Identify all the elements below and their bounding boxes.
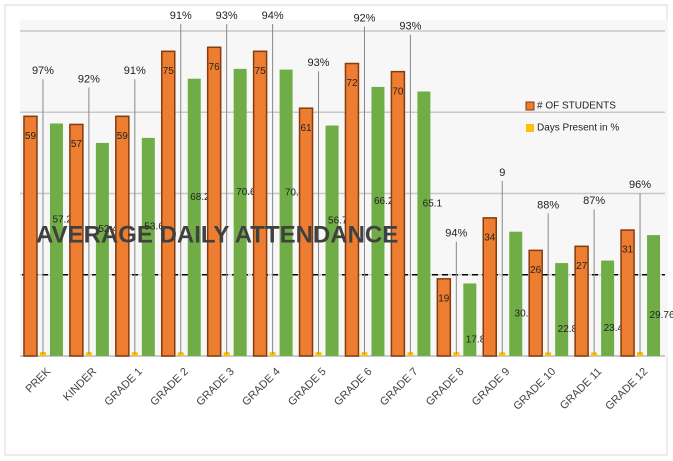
data-label: 97% <box>32 65 54 77</box>
data-label: 61 <box>300 123 312 134</box>
bar <box>453 352 460 356</box>
data-label: 94% <box>445 228 467 240</box>
data-label: 26 <box>530 265 542 276</box>
data-label: 53.69 <box>144 222 169 233</box>
data-label: 88% <box>537 199 559 211</box>
data-label: 93% <box>216 10 238 22</box>
data-label: 94% <box>262 10 284 22</box>
bar <box>417 91 431 356</box>
bar <box>371 86 385 357</box>
data-label: 9 <box>499 167 505 179</box>
bar <box>325 125 339 356</box>
data-label: 93% <box>308 57 330 69</box>
bar <box>407 352 414 356</box>
data-label: 96% <box>629 179 651 191</box>
bar <box>601 260 615 356</box>
bar <box>187 78 201 356</box>
bar <box>177 352 184 356</box>
data-label: 56.73 <box>328 215 353 226</box>
data-label: 75 <box>163 66 175 77</box>
bar <box>555 263 569 356</box>
legend-label: Days Present in % <box>537 123 619 134</box>
bar <box>223 352 230 356</box>
bar <box>591 352 598 356</box>
bar <box>499 352 506 356</box>
bar <box>69 123 84 357</box>
legend-swatch <box>526 124 534 132</box>
data-label: 66.24 <box>374 196 399 207</box>
data-label: 57.23 <box>52 214 77 225</box>
bar <box>161 50 176 357</box>
data-label: 91% <box>124 65 146 77</box>
data-label: 19 <box>438 293 450 304</box>
bar <box>361 352 368 356</box>
data-label: 68.25 <box>190 192 215 203</box>
bar <box>390 70 406 357</box>
bar <box>95 142 109 356</box>
bar <box>620 229 635 357</box>
bar <box>39 352 46 356</box>
bar <box>23 115 38 357</box>
bar <box>574 245 589 357</box>
data-label: 70 <box>392 86 404 97</box>
data-label: 65.1 <box>423 198 443 209</box>
data-label: 93% <box>399 21 421 33</box>
bar <box>49 123 63 356</box>
data-label: 75 <box>255 66 267 77</box>
data-label: 70.5 <box>285 187 305 198</box>
bar <box>85 352 92 356</box>
data-label: 76 <box>209 62 221 73</box>
chart-title: AVERAGE DAILY ATTENDANCE <box>36 221 398 248</box>
bar <box>315 352 322 356</box>
data-label: 52.44 <box>98 224 123 235</box>
bar <box>637 352 644 356</box>
bar <box>252 50 268 357</box>
bar <box>279 69 293 356</box>
bar <box>463 283 477 356</box>
data-label: 29.76 <box>650 310 673 321</box>
bar <box>509 231 523 356</box>
bar <box>206 46 222 357</box>
legend-swatch <box>525 101 535 111</box>
data-label: 17.86 <box>466 334 491 345</box>
data-label: 72 <box>346 78 358 89</box>
data-label: 23.49 <box>604 323 629 334</box>
data-label: 27 <box>576 261 588 272</box>
bar <box>482 217 497 357</box>
legend-label: # OF STUDENTS <box>537 101 616 112</box>
bar <box>115 115 130 357</box>
bar <box>131 352 138 356</box>
bar <box>528 249 543 357</box>
data-label: 30.6 <box>515 308 535 319</box>
data-label: 91% <box>170 10 192 22</box>
bar <box>298 107 314 357</box>
data-label: 59 <box>117 131 129 142</box>
data-label: 31 <box>622 245 634 256</box>
bar <box>269 352 276 356</box>
data-label: 87% <box>583 195 605 207</box>
data-label: 57 <box>71 139 83 150</box>
data-label: 70.68 <box>236 187 261 198</box>
bar <box>647 235 661 356</box>
bar <box>436 278 452 357</box>
data-label: 22.88 <box>558 324 583 335</box>
bar <box>545 352 552 356</box>
data-label: 92% <box>353 12 375 24</box>
bar <box>344 62 360 357</box>
data-label: 92% <box>78 73 100 85</box>
bar <box>141 137 155 356</box>
data-label: 59 <box>25 131 37 142</box>
data-label: 34 <box>484 233 496 244</box>
bar <box>233 68 247 357</box>
